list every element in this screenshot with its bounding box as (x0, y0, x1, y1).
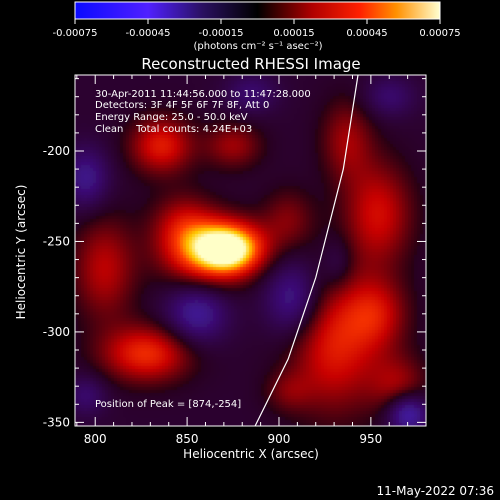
x-tick-label: 850 (176, 432, 199, 446)
plot-frame (74, 74, 427, 427)
timestamp: 11-May-2022 07:36 (377, 484, 494, 498)
x-tick-label: 950 (359, 432, 382, 446)
annotation-detectors: Detectors: 3F 4F 5F 6F 7F 8F, Att 0 (95, 100, 269, 111)
colorbar-tick-label: 0.00075 (419, 28, 460, 39)
axis-ticks: 800 850 900 950 -350 -300 -250 -200 (43, 75, 427, 446)
colorbar-tick-label: 0.00045 (346, 28, 387, 39)
solar-limb-curve (254, 74, 359, 427)
annotation-peak-position: Position of Peak = [874,-254] (95, 399, 241, 410)
heatmap-canvas (75, 75, 426, 426)
x-tick-label: 800 (84, 432, 107, 446)
annotation-energy-range: Energy Range: 25.0 - 50.0 keV (95, 112, 248, 123)
y-tick-label: -350 (43, 415, 70, 429)
x-tick-label: 900 (268, 432, 291, 446)
y-tick-label: -200 (43, 144, 70, 158)
x-axis-label: Heliocentric X (arcsec) (183, 447, 319, 461)
annotation-clean-counts: Clean Total counts: 4.24E+03 (95, 124, 252, 135)
annotation-time-range: 30-Apr-2011 11:44:56.000 to 11:47:28.000 (95, 89, 311, 100)
colorbar-frame (74, 1, 441, 20)
annotation-block: 30-Apr-2011 11:44:56.000 to 11:47:28.000… (95, 89, 311, 135)
y-axis-label: Heliocentric Y (arcsec) (14, 185, 28, 320)
colorbar-units-label: (photons cm⁻² s⁻¹ asec⁻²) (193, 41, 322, 52)
colorbar-tick-label: -0.00015 (199, 28, 244, 39)
colorbar-gradient (75, 2, 440, 19)
chart-title: Reconstructed RHESSI Image (141, 55, 360, 73)
colorbar-tick-label: 0.00015 (273, 28, 314, 39)
heatmap-image (75, 75, 426, 426)
y-tick-label: -300 (43, 325, 70, 339)
y-tick-label: -250 (43, 234, 70, 248)
colorbar: -0.00075 -0.00045 -0.00015 0.00015 0.00045 0.… (53, 1, 461, 52)
colorbar-tick-label: -0.00075 (53, 28, 98, 39)
colorbar-tick-label: -0.00045 (126, 28, 171, 39)
